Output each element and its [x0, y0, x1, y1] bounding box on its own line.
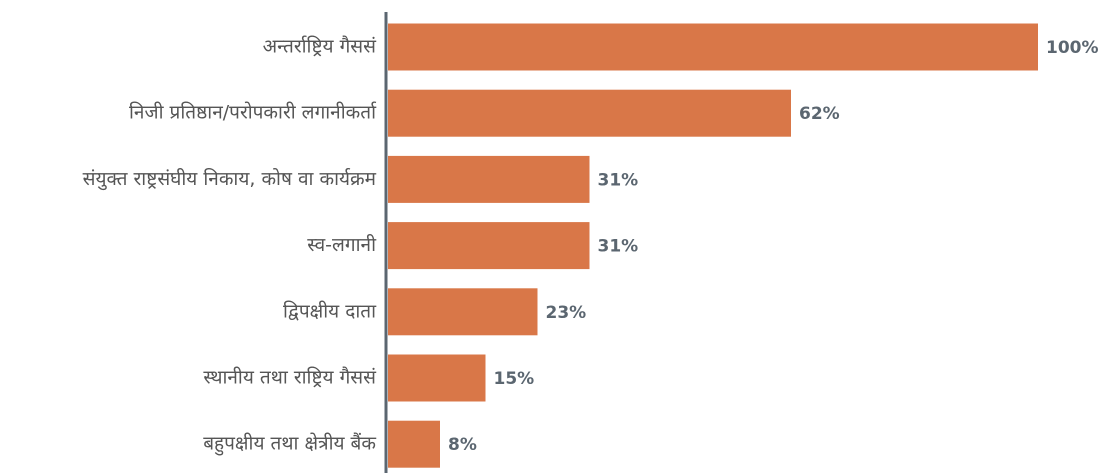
value-label: 23%	[546, 303, 587, 323]
bar	[388, 222, 590, 270]
bar	[388, 420, 440, 468]
value-label: 62%	[799, 104, 840, 124]
category-label: अन्तर्राष्ट्रिय गैससं	[263, 35, 378, 58]
bar	[388, 288, 538, 336]
value-label: 31%	[598, 237, 639, 257]
value-label: 8%	[448, 435, 477, 455]
value-label: 31%	[598, 170, 639, 190]
bar	[388, 354, 486, 402]
category-label: बहुपक्षीय तथा क्षेत्रीय बैंक	[203, 432, 376, 457]
bar	[388, 89, 791, 137]
category-label: संयुक्त राष्ट्रसंघीय निकाय, कोष वा कार्य…	[83, 167, 377, 191]
value-label: 15%	[494, 369, 535, 389]
value-label: 100%	[1046, 38, 1099, 58]
bar	[388, 23, 1038, 71]
category-label: स्थानीय तथा राष्ट्रिय गैससं	[203, 366, 377, 389]
bar	[388, 155, 590, 203]
category-label: द्विपक्षीय दाता	[283, 299, 377, 322]
category-label: निजी प्रतिष्ठान/परोपकारी लगानीकर्ता	[129, 101, 377, 124]
category-label: स्व-लगानी	[307, 233, 377, 256]
